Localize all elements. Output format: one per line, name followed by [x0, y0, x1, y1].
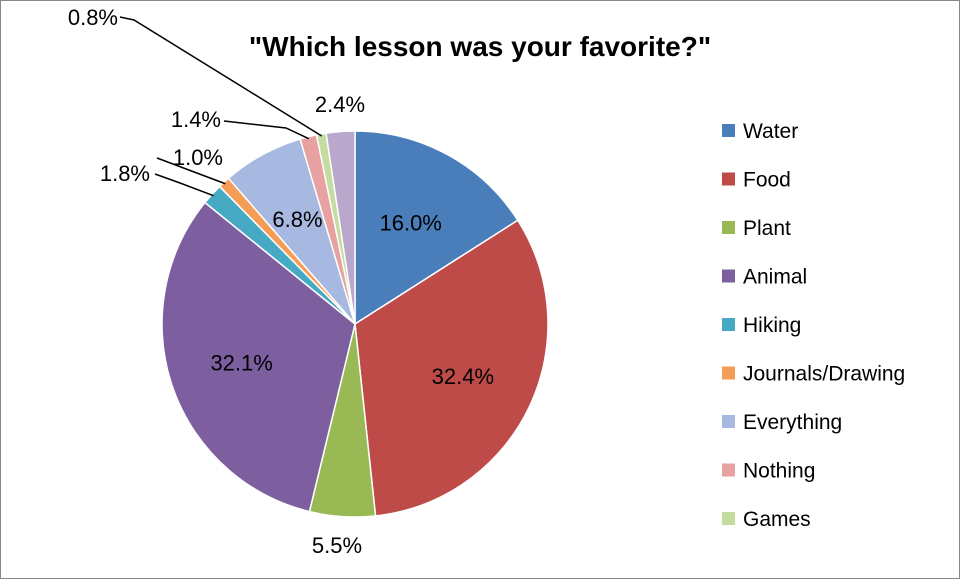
legend-label: Nothing	[743, 460, 815, 483]
legend-item: Plant	[722, 217, 791, 240]
data-label: 16.0%	[379, 210, 441, 235]
leader-line	[223, 120, 310, 140]
legend-label: Games	[743, 508, 811, 531]
legend-label: Animal	[743, 266, 807, 289]
legend-swatch	[722, 463, 735, 477]
data-label: 6.8%	[272, 207, 322, 232]
slices-layer	[161, 130, 549, 518]
pie-slice-food	[354, 219, 549, 517]
legend-item: Animal	[722, 266, 807, 289]
data-labels-layer: 16.0% 32.4% 5.5% 32.1% 1.8% 1.0% 6.8% 1.4% 0.8% 2…	[68, 5, 494, 558]
legend-label: Hiking	[743, 314, 801, 337]
data-label: 1.8%	[100, 161, 150, 186]
legend-swatch	[722, 172, 735, 186]
legend-label: Plant	[743, 217, 791, 240]
leader-line	[154, 173, 214, 197]
leader-line	[119, 16, 323, 137]
legend-item: Nothing	[722, 460, 815, 483]
pie-slice-water	[354, 130, 519, 326]
legend-item: Water	[722, 120, 798, 143]
legend-label: Food	[743, 169, 791, 192]
data-label: 0.8%	[68, 5, 118, 30]
data-label: 32.1%	[210, 350, 272, 375]
data-label: 2.4%	[315, 92, 365, 117]
legend-label: Everything	[743, 411, 842, 434]
data-label: 5.5%	[312, 533, 362, 558]
legend: Water Food Plant Animal Hiking Journals/Drawi…	[722, 120, 905, 531]
pie-slice-unlabeled	[325, 130, 356, 325]
legend-item: Journals/Drawing	[722, 363, 905, 386]
legend-swatch	[722, 366, 735, 380]
legend-swatch	[722, 318, 735, 331]
legend-item: Food	[722, 169, 791, 192]
legend-item: Games	[722, 508, 811, 531]
chart-title: "Which lesson was your favorite?"	[249, 31, 711, 62]
data-label: 1.4%	[171, 107, 221, 132]
legend-swatch	[722, 415, 735, 428]
pie-slice-animal	[161, 201, 356, 513]
data-label: 1.0%	[173, 145, 223, 170]
legend-item: Hiking	[722, 314, 801, 337]
leader-lines-layer	[119, 16, 323, 197]
legend-item: Everything	[722, 411, 842, 434]
data-label: 32.4%	[432, 364, 494, 389]
legend-label: Journals/Drawing	[743, 363, 905, 386]
legend-swatch	[722, 124, 735, 137]
legend-swatch	[722, 512, 735, 525]
legend-label: Water	[743, 120, 798, 143]
leader-line	[156, 157, 226, 185]
legend-swatch	[722, 269, 735, 283]
legend-swatch	[722, 221, 735, 234]
